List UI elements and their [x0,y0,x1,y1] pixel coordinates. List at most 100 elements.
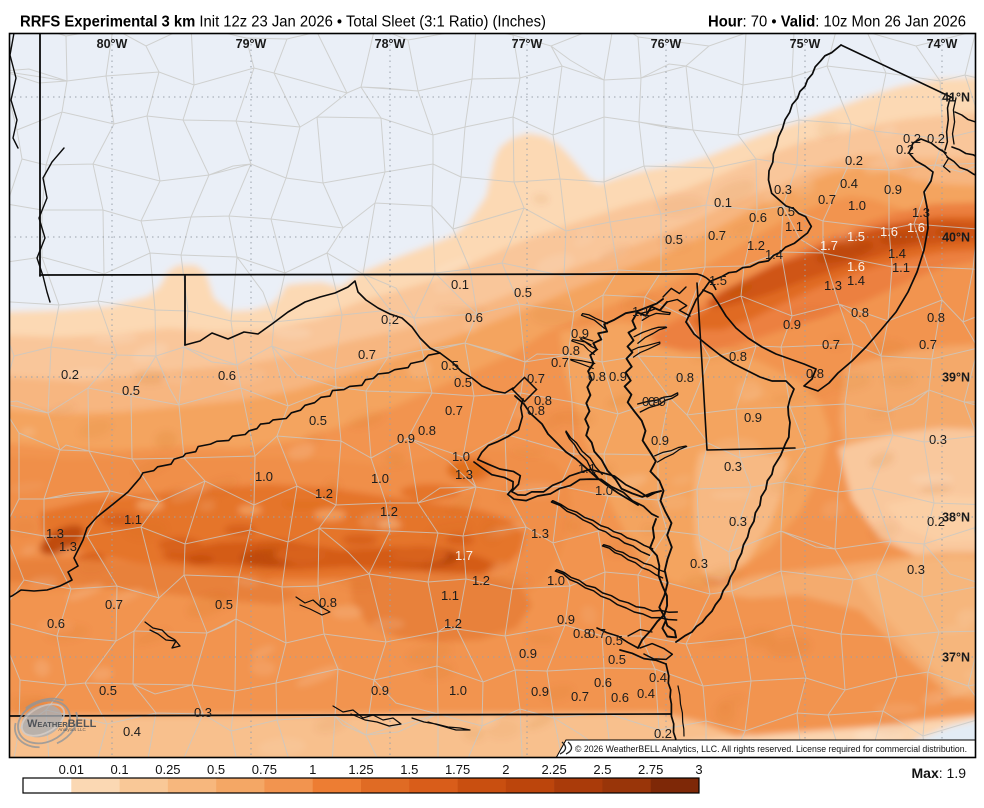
svg-text:1.2: 1.2 [380,504,398,519]
svg-text:1.7: 1.7 [820,238,838,253]
svg-text:0.3: 0.3 [907,562,925,577]
svg-text:0.6: 0.6 [611,690,629,705]
svg-text:0.6: 0.6 [465,310,483,325]
svg-text:0.1: 0.1 [714,195,732,210]
svg-text:0.7: 0.7 [358,347,376,362]
svg-text:0.5: 0.5 [309,413,327,428]
svg-text:0.4: 0.4 [637,686,655,701]
svg-text:1.5: 1.5 [709,273,727,288]
svg-text:1.0: 1.0 [452,449,470,464]
svg-text:40°N: 40°N [942,231,970,245]
svg-text:Max: 1.9: Max: 1.9 [912,765,967,781]
svg-text:0.5: 0.5 [514,285,532,300]
svg-text:0.7: 0.7 [818,192,836,207]
svg-text:37°N: 37°N [942,651,970,665]
svg-text:0.8: 0.8 [729,349,747,364]
svg-text:1.3: 1.3 [824,278,842,293]
svg-text:0.7: 0.7 [571,689,589,704]
svg-text:0.8: 0.8 [562,343,580,358]
svg-text:0.7: 0.7 [551,355,569,370]
svg-text:0.6: 0.6 [594,675,612,690]
svg-text:Hour: 70 • Valid: 10z Mon 26 J: Hour: 70 • Valid: 10z Mon 26 Jan 2026 [708,14,966,31]
svg-text:0.5: 0.5 [122,383,140,398]
svg-text:0.9: 0.9 [651,433,669,448]
svg-text:1.1: 1.1 [124,512,142,527]
svg-text:0.3: 0.3 [194,705,212,720]
svg-text:41°N: 41°N [942,91,970,105]
svg-text:0.7: 0.7 [445,403,463,418]
svg-text:0.6: 0.6 [749,210,767,225]
svg-text:1.2: 1.2 [444,616,462,631]
svg-text:0.2: 0.2 [61,367,79,382]
svg-text:0.7: 0.7 [588,626,606,641]
svg-text:0.2: 0.2 [927,131,945,146]
svg-text:0.2: 0.2 [845,153,863,168]
svg-text:1.6: 1.6 [880,224,898,239]
svg-text:1.7: 1.7 [455,548,473,563]
svg-text:1.2: 1.2 [315,486,333,501]
svg-text:0.9: 0.9 [642,394,660,409]
svg-text:0.9: 0.9 [571,326,589,341]
svg-text:0.5: 0.5 [454,375,472,390]
svg-text:2.25: 2.25 [541,762,566,777]
svg-text:0.5: 0.5 [207,762,225,777]
svg-text:0.8: 0.8 [534,393,552,408]
svg-text:1.25: 1.25 [348,762,373,777]
svg-text:1.2: 1.2 [472,573,490,588]
svg-text:1.4: 1.4 [888,246,906,261]
svg-text:0.8: 0.8 [927,310,945,325]
svg-text:0.2: 0.2 [381,312,399,327]
svg-text:0.7: 0.7 [708,228,726,243]
svg-text:0.8: 0.8 [319,595,337,610]
svg-text:78°W: 78°W [375,37,406,51]
svg-text:1.0: 1.0 [449,683,467,698]
svg-text:0.5: 0.5 [215,597,233,612]
svg-text:RRFS Experimental 3 km Init 12: RRFS Experimental 3 km Init 12z 23 Jan 2… [20,14,546,31]
svg-text:1: 1 [309,762,316,777]
svg-text:1.0: 1.0 [547,573,565,588]
svg-text:WEATHERBELL: WEATHERBELL [27,718,97,730]
svg-text:1.4: 1.4 [847,273,865,288]
svg-text:0.5: 0.5 [665,232,683,247]
svg-text:0.2: 0.2 [903,131,921,146]
svg-text:0.2: 0.2 [927,514,945,529]
svg-text:1.1: 1.1 [632,304,650,319]
svg-text:77°W: 77°W [512,37,543,51]
svg-text:1.1: 1.1 [441,588,459,603]
svg-text:0.9: 0.9 [648,394,666,409]
svg-text:0.7: 0.7 [822,337,840,352]
svg-text:0.5: 0.5 [441,358,459,373]
svg-text:0.7: 0.7 [919,337,937,352]
svg-text:0.4: 0.4 [840,176,858,191]
svg-text:0.5: 0.5 [608,652,626,667]
svg-text:79°W: 79°W [236,37,267,51]
svg-text:1.2: 1.2 [747,238,765,253]
svg-text:1.0: 1.0 [595,483,613,498]
svg-text:0.8: 0.8 [851,305,869,320]
svg-text:1.0: 1.0 [255,469,273,484]
svg-text:0.6: 0.6 [47,616,65,631]
svg-text:38°N: 38°N [942,511,970,525]
svg-text:Analytics LLC: Analytics LLC [58,727,86,732]
svg-text:1.0: 1.0 [848,198,866,213]
svg-text:0.9: 0.9 [557,612,575,627]
svg-text:0.9: 0.9 [519,646,537,661]
svg-text:1.1: 1.1 [578,461,596,476]
svg-text:0.5: 0.5 [605,633,623,648]
svg-text:1.6: 1.6 [847,259,865,274]
svg-text:2.75: 2.75 [638,762,663,777]
svg-text:0.4: 0.4 [123,724,141,739]
svg-text:1.3: 1.3 [455,467,473,482]
svg-text:0.3: 0.3 [729,514,747,529]
svg-text:0.9: 0.9 [783,317,801,332]
svg-text:0.4: 0.4 [649,670,667,685]
svg-text:0.5: 0.5 [99,683,117,698]
svg-text:0.8: 0.8 [418,423,436,438]
svg-text:0.9: 0.9 [744,410,762,425]
svg-text:0.9: 0.9 [609,369,627,384]
svg-text:0.3: 0.3 [929,432,947,447]
svg-text:0.7: 0.7 [527,371,545,386]
svg-text:0.9: 0.9 [531,684,549,699]
svg-text:39°N: 39°N [942,371,970,385]
svg-text:0.8: 0.8 [588,369,606,384]
